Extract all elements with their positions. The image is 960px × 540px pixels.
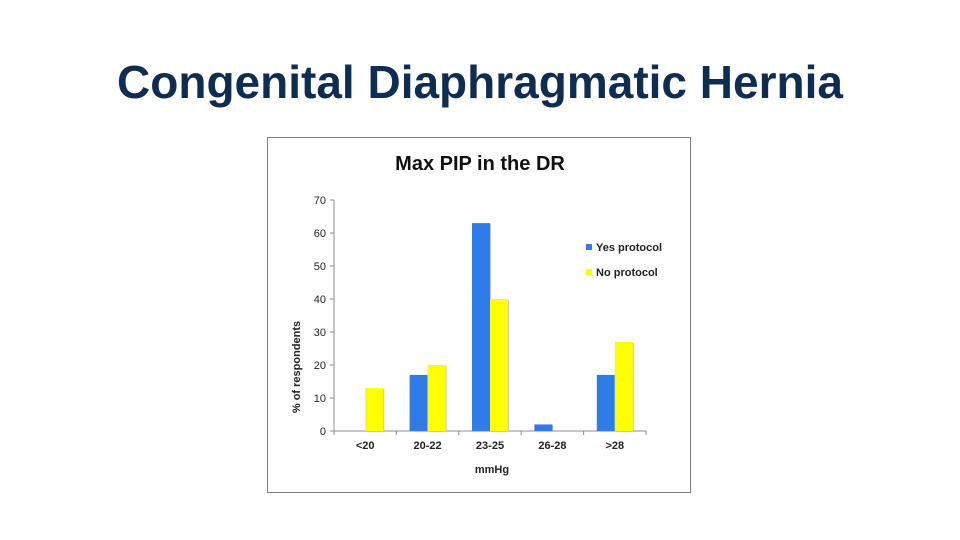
slide-title: Congenital Diaphragmatic Hernia (117, 56, 843, 108)
x-tick-label: <20 (356, 440, 375, 452)
legend-swatch (586, 269, 592, 275)
y-tick-label: 20 (314, 360, 326, 372)
chart-title: Max PIP in the DR (395, 153, 565, 175)
y-tick-label: 60 (314, 228, 326, 240)
x-tick-label: 20-22 (414, 440, 442, 452)
y-axis: 0 10 20 30 40 50 60 70 (314, 195, 335, 438)
legend: Yes protocol No protocol (586, 242, 662, 279)
bar-chart: Max PIP in the DR 0 10 20 30 40 50 60 70 <20 20-… (291, 153, 662, 476)
bar-yes-protocol (409, 374, 428, 431)
bar-no-protocol (614, 341, 633, 431)
bar-yes-protocol (534, 424, 553, 431)
bar-yes-protocol (596, 374, 615, 431)
x-tick-label: >28 (605, 440, 624, 452)
bar-yes-protocol (472, 223, 490, 431)
bar-no-protocol (490, 299, 508, 431)
bar-no-protocol (427, 365, 446, 431)
bar-no-protocol (365, 388, 384, 431)
x-tick-label: 23-25 (476, 440, 504, 452)
legend-label: Yes protocol (596, 242, 662, 254)
y-tick-label: 0 (320, 426, 326, 438)
legend-swatch (586, 244, 592, 250)
y-tick-label: 50 (314, 261, 326, 273)
x-axis-label: mmHg (475, 464, 509, 476)
x-axis: <20 20-22 23-25 26-28 >28 (333, 430, 647, 452)
y-tick-label: 70 (314, 195, 326, 207)
x-tick-label: 26-28 (538, 440, 566, 452)
y-axis-label: % of respondents (291, 321, 303, 413)
y-tick-label: 10 (314, 393, 326, 405)
y-tick-label: 30 (314, 327, 326, 339)
chart-frame: Max PIP in the DR 0 10 20 30 40 50 60 70 <20 20-… (267, 137, 691, 493)
bars (365, 223, 634, 431)
y-tick-label: 40 (314, 294, 326, 306)
legend-label: No protocol (596, 267, 658, 279)
